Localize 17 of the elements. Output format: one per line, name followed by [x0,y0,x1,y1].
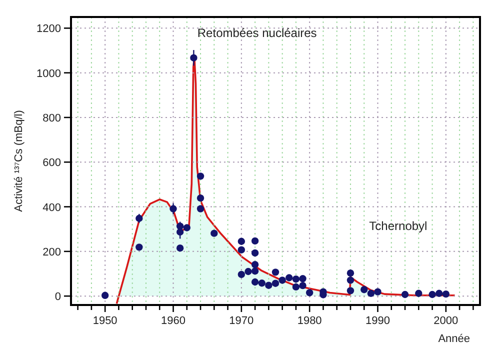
y-tick-label: 400 [42,202,61,214]
x-tick-label: 2000 [434,315,458,327]
y-tick-label: 1000 [36,68,61,80]
y-tick-label: 1200 [36,23,61,36]
x-tick-label: 1960 [161,315,186,327]
y-axis-title: Activité ¹³⁷Cs (mBq/l) [13,110,25,212]
y-tick-label: 200 [42,246,61,258]
x-tick-label: 1990 [366,315,390,327]
x-tick-label: 1980 [297,315,322,327]
x-axis-title: Année [438,333,470,345]
y-tick-label: 600 [42,157,61,170]
x-tick-label: 1950 [92,315,118,327]
y-tick-label: 800 [42,112,61,124]
x-tick-label: 1970 [229,315,254,327]
annotation: Tchernobyl [369,219,428,234]
annotation: Retombées nucléaires [197,26,317,40]
y-tick-label: 0 [54,291,61,304]
